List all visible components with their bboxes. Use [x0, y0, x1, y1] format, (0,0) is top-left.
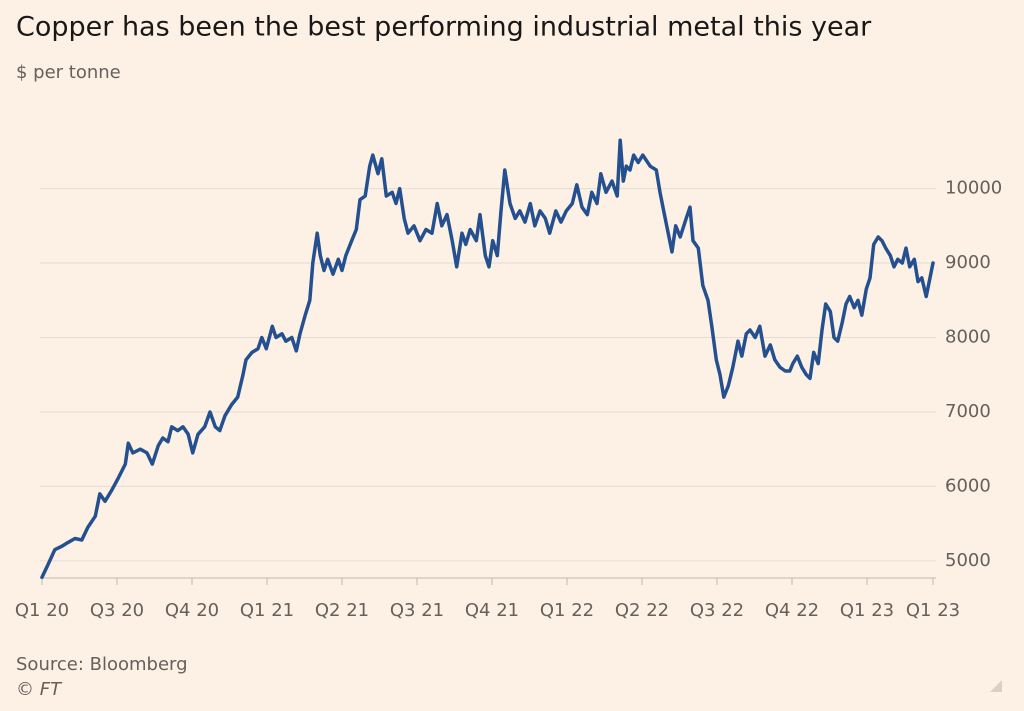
x-tick-label: Q1 22	[540, 600, 594, 621]
x-tick-label: Q3 21	[390, 600, 444, 621]
x-tick-label: Q3 20	[90, 600, 144, 621]
x-tick-label: Q4 21	[465, 600, 519, 621]
x-tick-label: Q1 23	[840, 600, 894, 621]
chart-subtitle: $ per tonne	[16, 62, 121, 83]
chart-title: Copper has been the best performing indu…	[16, 12, 872, 43]
x-tick-label: Q2 21	[315, 600, 369, 621]
y-tick-label: 6000	[945, 475, 991, 496]
x-tick-label: Q4 20	[165, 600, 219, 621]
y-tick-label: 5000	[945, 550, 991, 571]
y-tick-label: 9000	[945, 252, 991, 273]
x-tick-label: Q1 23	[906, 600, 960, 621]
x-tick-label: Q3 22	[690, 600, 744, 621]
y-tick-label: 7000	[945, 401, 991, 422]
price-line	[40, 138, 935, 580]
credit: © FT	[16, 679, 63, 700]
y-tick-label: 8000	[945, 326, 991, 347]
y-tick-label: 10000	[945, 178, 1002, 199]
source: Source: Bloomberg	[16, 654, 188, 675]
x-tick-label: Q1 21	[240, 600, 294, 621]
resize-handle	[990, 680, 1002, 692]
x-tick-label: Q4 22	[765, 600, 819, 621]
x-tick-label: Q1 20	[15, 600, 69, 621]
x-tick-label: Q2 22	[615, 600, 669, 621]
